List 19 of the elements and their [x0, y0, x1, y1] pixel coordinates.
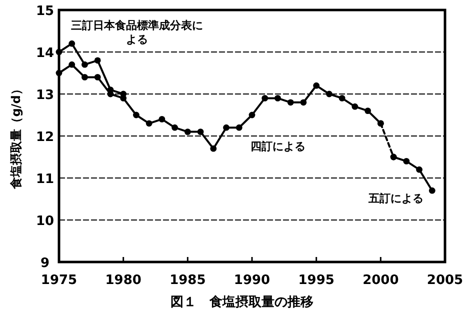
- y-tick-label: 15: [36, 4, 54, 19]
- annotation: 四訂による: [250, 140, 306, 154]
- y-tick-label: 13: [36, 88, 54, 103]
- annotation: 五訂による: [368, 192, 424, 206]
- x-tick-label: 1995: [298, 273, 334, 288]
- text: 図１ 食塩摂取量の推移: [170, 295, 314, 310]
- x-tick-label: 1990: [234, 273, 270, 288]
- y-tick-label: 9: [40, 256, 50, 271]
- annotation: 三訂日本食品標準成分表による: [71, 19, 203, 47]
- x-tick-label: 1975: [40, 273, 78, 288]
- y-tick-label: 12: [36, 130, 54, 145]
- y-tick-label: 11: [36, 172, 54, 187]
- y-tick-label: 14: [36, 46, 54, 61]
- x-tick-label: 2005: [426, 273, 464, 288]
- y-axis-title: 食塩摂取量（g/d）: [9, 83, 23, 190]
- x-tick-label: 1980: [105, 273, 142, 288]
- x-tick-label: 1985: [170, 273, 206, 288]
- x-tick-label: 2000: [362, 273, 399, 288]
- y-tick-label: 10: [36, 214, 54, 229]
